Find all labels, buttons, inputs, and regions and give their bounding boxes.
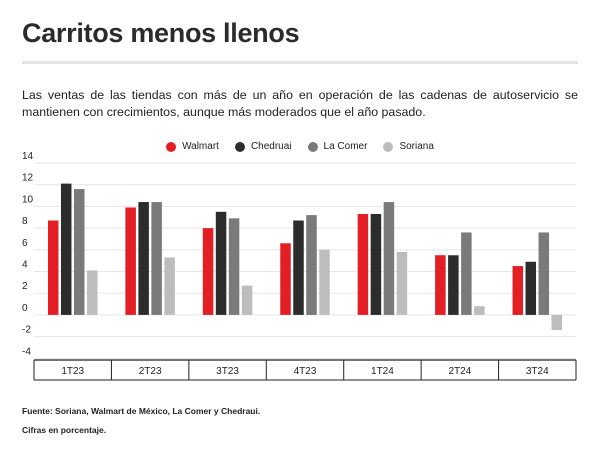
y-tick-label: 6 xyxy=(22,238,28,249)
source-note: Fuente: Soriana, Walmart de México, La C… xyxy=(22,406,261,416)
legend-label-walmart: Walmart xyxy=(182,141,219,152)
bars-layer xyxy=(47,183,563,331)
x-axis: 1T23 2T23 3T23 4T23 1T24 2T24 3T24 xyxy=(33,359,577,381)
legend-swatch-walmart xyxy=(166,141,177,152)
bar-chedruai-1t24 xyxy=(370,214,382,315)
bar-la-comer-1t24 xyxy=(383,202,395,315)
legend-item-chedraui: Chedruai xyxy=(234,141,292,152)
chart-title: Carritos menos llenos xyxy=(22,18,300,48)
chart-subtitle: Las ventas de las tiendas con más de un … xyxy=(22,88,578,119)
bar-la-comer-1t23 xyxy=(73,189,85,315)
bar-walmart-1t23 xyxy=(47,220,59,315)
bar-walmart-2t24 xyxy=(435,255,446,315)
x-tick-label: 2T24 xyxy=(448,366,471,377)
bar-soriana-1t24 xyxy=(396,251,408,315)
x-tick-label: 3T24 xyxy=(526,366,549,377)
bar-walmart-3t23 xyxy=(202,228,214,315)
bar-chedruai-4t23 xyxy=(293,220,304,315)
y-tick-label: 14 xyxy=(22,151,34,162)
legend-item-la-comer: La Comer xyxy=(307,141,368,152)
bar-chart: 14 12 10 8 6 4 2 0 -2 -4 1T23 2T23 3T23 4T23 1T24 2T24… xyxy=(22,151,577,381)
bar-chedruai-1t23 xyxy=(60,183,72,315)
y-tick-label: -2 xyxy=(22,325,31,336)
legend-swatch-soriana xyxy=(383,141,394,152)
y-tick-label: -4 xyxy=(22,346,31,357)
chart-legend: Walmart Chedruai La Comer Soriana xyxy=(0,141,600,152)
x-tick-label: 4T23 xyxy=(294,366,317,377)
grid-layer: 14 12 10 8 6 4 2 0 -2 -4 xyxy=(22,151,576,359)
bar-soriana-3t24 xyxy=(551,314,563,331)
legend-label-la-comer: La Comer xyxy=(323,141,368,152)
legend-swatch-chedraui xyxy=(234,141,245,152)
y-tick-label: 4 xyxy=(22,260,28,271)
bar-walmart-3t24 xyxy=(512,266,524,315)
title-divider xyxy=(22,61,578,64)
legend-label-chedraui: Chedruai xyxy=(250,141,292,152)
bar-la-comer-3t24 xyxy=(538,232,550,315)
bar-chedruai-2t23 xyxy=(138,202,149,315)
y-tick-label: 10 xyxy=(22,194,34,205)
x-tick-label: 3T23 xyxy=(216,366,239,377)
bar-soriana-4t23 xyxy=(319,249,330,315)
x-tick-label: 2T23 xyxy=(139,366,162,377)
bar-chedruai-3t23 xyxy=(215,211,227,315)
bar-soriana-3t23 xyxy=(241,285,253,315)
bar-soriana-2t24 xyxy=(474,306,485,315)
bar-la-comer-3t23 xyxy=(228,218,240,315)
bar-chedruai-3t24 xyxy=(525,261,537,315)
legend-swatch-la-comer xyxy=(307,141,318,152)
legend-item-walmart: Walmart xyxy=(166,141,219,152)
bar-soriana-1t23 xyxy=(86,270,98,315)
legend-label-soriana: Soriana xyxy=(399,141,434,152)
units-note: Cifras en porcentaje. xyxy=(22,425,107,435)
x-tick-label: 1T24 xyxy=(371,366,394,377)
y-tick-label: 12 xyxy=(22,173,34,184)
bar-walmart-2t23 xyxy=(125,207,136,315)
bar-walmart-1t24 xyxy=(357,214,369,315)
bar-walmart-4t23 xyxy=(280,243,291,315)
bar-chedruai-2t24 xyxy=(448,255,459,315)
bar-la-comer-2t24 xyxy=(461,232,472,315)
y-tick-label: 8 xyxy=(22,216,28,227)
bar-soriana-2t23 xyxy=(164,257,175,315)
bar-la-comer-4t23 xyxy=(306,215,317,315)
y-tick-label: 0 xyxy=(22,303,28,314)
legend-item-soriana: Soriana xyxy=(383,141,434,152)
y-tick-label: 2 xyxy=(22,281,28,292)
x-tick-label: 1T23 xyxy=(61,366,84,377)
bar-la-comer-2t23 xyxy=(151,202,162,315)
